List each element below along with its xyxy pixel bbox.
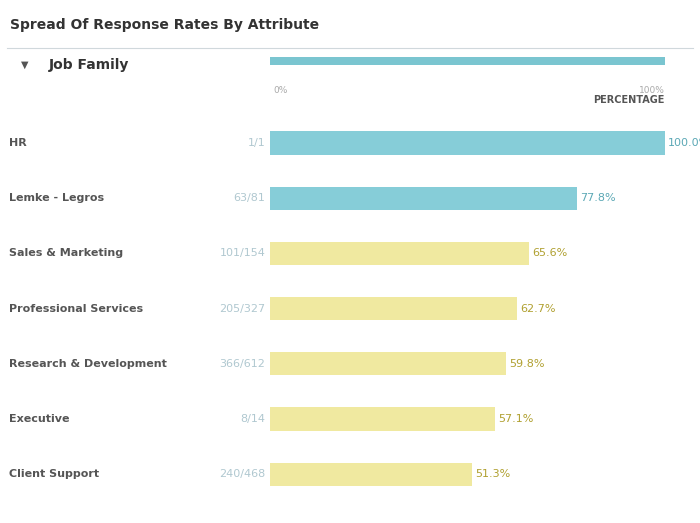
Bar (270, 297, 517, 320)
Bar (270, 352, 506, 376)
Text: 100%: 100% (639, 86, 665, 95)
Bar (270, 463, 472, 486)
Text: Spread Of Response Rates By Attribute: Spread Of Response Rates By Attribute (10, 18, 320, 32)
Text: Job Family: Job Family (49, 58, 130, 72)
Text: 59.8%: 59.8% (509, 359, 545, 369)
Text: 205/327: 205/327 (219, 303, 265, 314)
Text: 240/468: 240/468 (219, 469, 265, 479)
Text: 101/154: 101/154 (220, 248, 265, 258)
Bar (270, 242, 529, 265)
Text: Sales & Marketing: Sales & Marketing (9, 248, 124, 258)
Bar (270, 131, 665, 155)
Text: 62.7%: 62.7% (521, 303, 556, 314)
Text: 77.8%: 77.8% (580, 193, 616, 203)
Text: Executive: Executive (9, 414, 70, 424)
Text: 8/14: 8/14 (241, 414, 265, 424)
Bar (270, 187, 578, 210)
Bar (270, 56, 665, 65)
Text: 100.0%: 100.0% (668, 138, 700, 148)
Text: Lemke - Legros: Lemke - Legros (9, 193, 104, 203)
Text: ▼: ▼ (21, 60, 29, 70)
Text: 366/612: 366/612 (220, 359, 265, 369)
Text: Research & Development: Research & Development (9, 359, 167, 369)
Text: 65.6%: 65.6% (532, 248, 568, 258)
Text: Client Support: Client Support (9, 469, 99, 479)
Text: HR: HR (9, 138, 27, 148)
Text: 51.3%: 51.3% (475, 469, 511, 479)
Text: 1/1: 1/1 (248, 138, 265, 148)
Text: 0%: 0% (273, 86, 288, 95)
Bar (270, 407, 496, 430)
Text: PERCENTAGE: PERCENTAGE (594, 95, 665, 105)
Text: 57.1%: 57.1% (498, 414, 534, 424)
Text: Professional Services: Professional Services (9, 303, 143, 314)
Text: 63/81: 63/81 (234, 193, 265, 203)
